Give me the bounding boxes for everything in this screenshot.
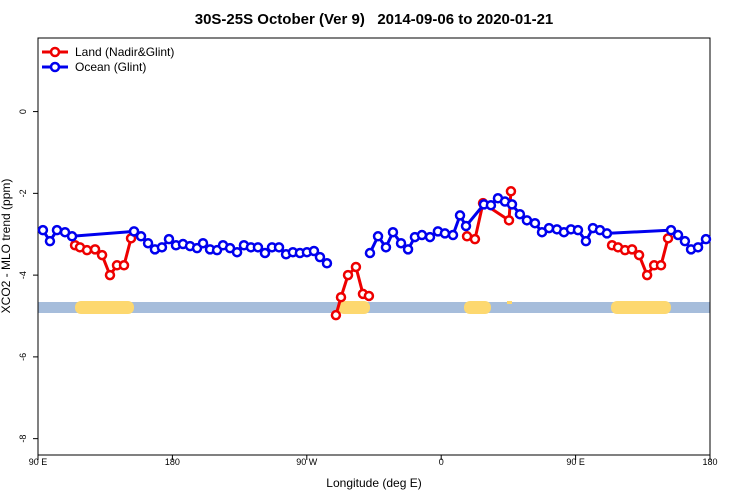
- data-point: [679, 235, 691, 247]
- y-tick-label: -2: [18, 189, 28, 197]
- y-axis-label: XCO2 - MLO trend (ppm): [0, 179, 13, 314]
- data-point: [372, 231, 384, 242]
- data-point: [506, 199, 518, 210]
- data-point: [330, 309, 342, 321]
- legend-marker: [49, 46, 61, 58]
- data-point: [633, 249, 645, 261]
- y-tick-label: 0: [18, 109, 28, 114]
- data-point: [118, 260, 130, 271]
- data-point: [395, 237, 407, 249]
- data-point: [321, 258, 333, 269]
- data-point: [641, 269, 653, 281]
- data-point: [460, 220, 472, 232]
- data-point: [335, 291, 347, 303]
- data-point: [66, 231, 78, 242]
- x-tick-label: 90 E: [29, 457, 48, 467]
- data-point: [655, 260, 667, 271]
- data-point: [601, 228, 613, 239]
- data-point: [672, 229, 684, 241]
- data-point: [505, 186, 517, 197]
- land-band: [464, 301, 491, 314]
- data-point: [44, 235, 56, 247]
- land-band: [75, 301, 134, 314]
- data-point: [135, 231, 147, 242]
- data-point: [447, 229, 459, 241]
- x-tick-label: 90 E: [566, 457, 585, 467]
- land-ocean-band: [38, 301, 710, 314]
- chart-title: 30S-25S October (Ver 9) 2014-09-06 to 20…: [195, 11, 554, 28]
- data-point: [439, 228, 451, 239]
- x-tick-label: 90 W: [296, 457, 318, 467]
- data-point: [96, 249, 108, 261]
- data-point: [37, 224, 49, 236]
- data-point: [692, 242, 704, 253]
- data-point: [342, 269, 354, 281]
- data-point: [81, 244, 93, 256]
- data-point: [662, 233, 674, 244]
- data-point: [128, 226, 140, 237]
- data-point: [469, 233, 481, 245]
- data-point: [259, 247, 271, 259]
- data-point: [529, 217, 541, 229]
- land-band: [507, 301, 512, 304]
- y-tick-label: -8: [18, 435, 28, 443]
- legend-label: Land (Nadir&Glint): [75, 45, 174, 59]
- data-point: [700, 233, 712, 245]
- data-point: [521, 215, 533, 226]
- data-point: [314, 251, 326, 263]
- y-tick-label: -4: [18, 271, 28, 279]
- data-point: [89, 244, 101, 255]
- data-point: [363, 290, 375, 302]
- data-point: [402, 244, 414, 255]
- x-tick-label: 180: [165, 457, 180, 467]
- data-point: [665, 224, 677, 236]
- data-point: [364, 247, 376, 259]
- x-tick-label: 0: [439, 457, 444, 467]
- ocean-band: [38, 302, 710, 313]
- data-point: [387, 226, 399, 238]
- data-point: [197, 237, 209, 249]
- data-point: [156, 242, 168, 253]
- y-tick-label: -6: [18, 353, 28, 361]
- data-point: [163, 233, 175, 245]
- x-tick-label: 180: [702, 457, 717, 467]
- data-point: [485, 199, 497, 211]
- data-point: [514, 208, 526, 220]
- data-point: [416, 229, 428, 241]
- data-point: [572, 224, 584, 236]
- data-point: [308, 245, 320, 257]
- data-point: [273, 242, 285, 253]
- data-point: [350, 261, 362, 273]
- legend-label: Ocean (Glint): [75, 60, 146, 74]
- data-point: [626, 244, 638, 255]
- data-point: [580, 235, 592, 247]
- data-point: [231, 246, 243, 258]
- land-band: [611, 301, 671, 314]
- data-point: [543, 222, 555, 234]
- data-point: [424, 231, 436, 243]
- land-band: [338, 301, 370, 314]
- data-point: [252, 242, 264, 253]
- data-point: [380, 242, 392, 253]
- data-point: [142, 237, 154, 249]
- data-point: [503, 215, 515, 226]
- legend-marker: [49, 61, 61, 73]
- x-axis-label: Longitude (deg E): [326, 476, 421, 490]
- data-point: [454, 210, 466, 221]
- data-point: [104, 269, 116, 281]
- plot-frame: [37, 37, 711, 456]
- data-point: [51, 224, 63, 236]
